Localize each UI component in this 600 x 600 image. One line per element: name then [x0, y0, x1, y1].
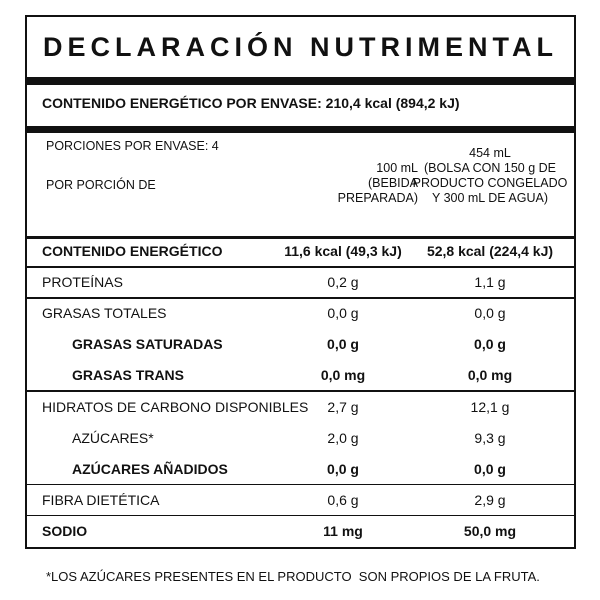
column-header: 100 mL (BEBIDA PREPARADA): [337, 161, 418, 205]
value-col2: 12,1 g: [470, 398, 510, 415]
thick-rule: [25, 236, 576, 239]
value-col2: 50,0 mg: [463, 522, 517, 539]
row-label: HIDRATOS DE CARBONO DISPONIBLES: [42, 398, 309, 415]
value-col2: 0,0 mg: [467, 367, 513, 384]
title: DECLARACIÓN NUTRIMENTAL: [43, 32, 558, 62]
value-col2: 52,8 kcal (224,4 kJ): [426, 243, 554, 259]
value-col2: 2,9 g: [474, 491, 506, 508]
row-label: AZÚCARES AÑADIDOS: [72, 460, 228, 477]
value-col1: 0,0 g: [327, 460, 359, 477]
thick-rule: [25, 77, 576, 85]
value-col1: 0,6 g: [327, 491, 359, 508]
row-label: AZÚCARES*: [72, 429, 154, 446]
value-col2: 1,1 g: [474, 274, 506, 291]
footnote: *LOS AZÚCARES PRESENTES EN EL PRODUCTO S…: [46, 569, 540, 584]
value-col1: 2,7 g: [327, 398, 359, 415]
value-col1: 0,0 mg: [320, 367, 366, 384]
value-col1: 0,0 g: [327, 305, 359, 322]
row-rule: [25, 483, 576, 486]
value-col1: 0,2 g: [327, 274, 359, 291]
row-label: SODIO: [42, 522, 88, 539]
value-col2: 0,0 g: [474, 305, 506, 322]
thick-rule: [25, 126, 576, 133]
portions: PORCIONES POR ENVASE: 4: [46, 139, 219, 153]
row-label: GRASAS TOTALES: [42, 305, 167, 322]
row-label: FIBRA DIETÉTICA: [42, 491, 160, 508]
value-col1: 11,6 kcal (49,3 kJ): [284, 243, 402, 259]
value-col1: 2,0 g: [327, 429, 359, 446]
value-col2: 0,0 g: [474, 336, 506, 353]
value-col2: 9,3 g: [474, 429, 506, 446]
energy-per-package: CONTENIDO ENERGÉTICO POR ENVASE: 210,4 k…: [42, 95, 460, 111]
row-rule: [25, 514, 576, 517]
row-label: GRASAS SATURADAS: [72, 336, 223, 353]
row-rule: [25, 266, 576, 268]
value-col2: 0,0 g: [474, 460, 506, 477]
row-label: CONTENIDO ENERGÉTICO: [42, 243, 223, 259]
row-label: PROTEÍNAS: [42, 274, 123, 291]
row-rule: [25, 297, 576, 299]
column-header: 454 mL (BOLSA CON 150 g DE PRODUCTO CONG…: [412, 146, 568, 205]
value-col1: 11 mg: [323, 522, 363, 539]
row-label: GRASAS TRANS: [72, 367, 185, 384]
value-col1: 0,0 g: [327, 336, 359, 353]
per-portion: POR PORCIÓN DE: [46, 178, 156, 192]
label-border: [25, 15, 576, 549]
row-rule: [25, 390, 576, 392]
